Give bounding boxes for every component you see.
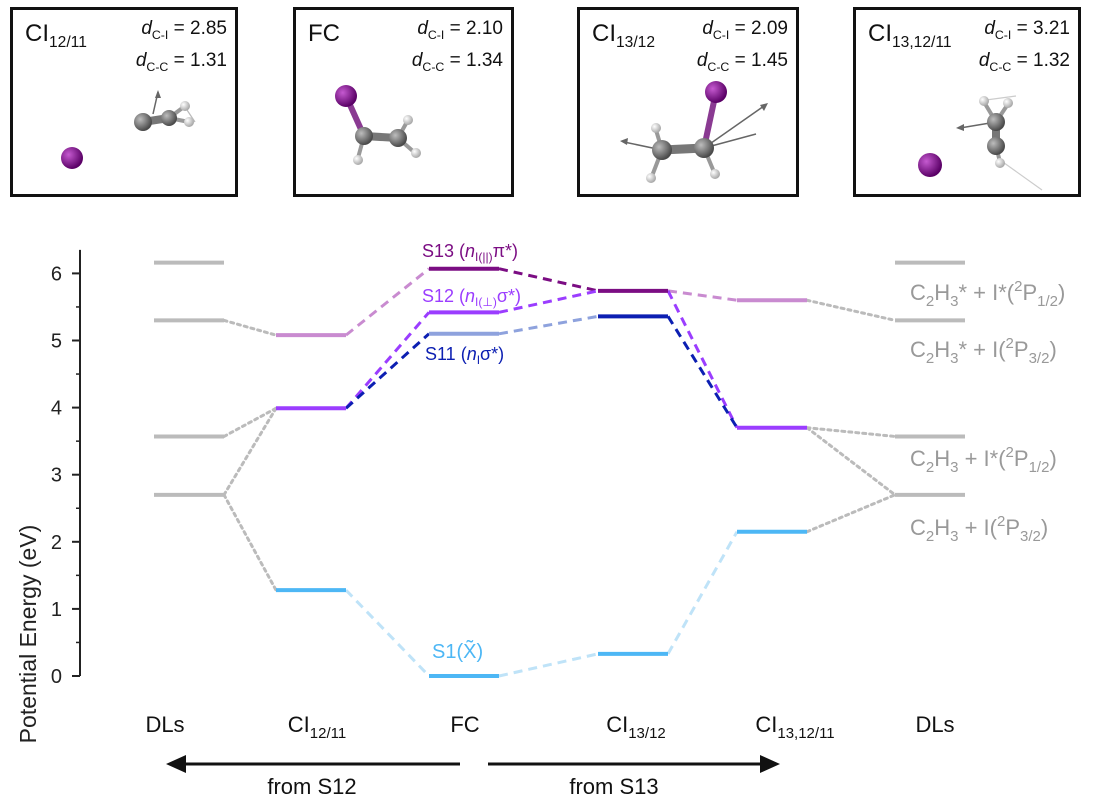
dl-label-c2h3star-istar: C2H3* + I*(2P1/2)	[910, 278, 1065, 310]
panel-distances: dC-I = 2.85 dC-C = 1.31	[135, 18, 227, 74]
panel-fc: FC dC-I = 2.10 dC-C = 1.34	[293, 7, 514, 197]
connection-line	[667, 289, 738, 302]
direction-arrows: from S12 from S13	[166, 755, 780, 799]
connection-line	[222, 318, 278, 337]
connection-line	[498, 289, 599, 314]
connection-line	[345, 267, 430, 337]
connection-line	[498, 652, 599, 678]
column-labels: DLs CI12/11 FC CI13/12 CI13,12/11 DLs	[145, 712, 954, 742]
panel-distances: dC-I = 2.10 dC-C = 1.34	[411, 18, 503, 74]
connection-line	[222, 406, 278, 497]
panel-distances: dC-I = 3.21 dC-C = 1.32	[978, 18, 1070, 74]
panel-ci-12-11: CI12/11 dC-I = 2.85 dC-C = 1.31	[10, 7, 238, 197]
arrow-left-head	[166, 755, 186, 773]
from-s13-label: from S13	[569, 774, 658, 799]
connection-line	[222, 406, 278, 438]
dl-label-c2h3-istar: C2H3 + I*(2P1/2)	[910, 444, 1057, 476]
connection-line	[344, 589, 431, 678]
panel-ci-13-12-11: CI13,12/11 dC-I = 3.21 dC-C = 1.32	[853, 7, 1081, 197]
connection-line	[805, 426, 897, 497]
y-tick-label: 0	[51, 666, 62, 688]
energy-levels	[154, 260, 965, 678]
molecule-structure	[620, 81, 768, 183]
y-tick-label: 4	[51, 398, 62, 420]
connection-line	[666, 290, 739, 429]
molecule-structure	[61, 90, 196, 169]
connection-line	[666, 530, 739, 655]
column-label-ci-12-11: CI12/11	[288, 712, 346, 742]
panel-ci-13-12: CI13/12 dC-I = 2.09 dC-C = 1.45	[577, 7, 799, 197]
molecule-structure	[335, 85, 421, 165]
panel-title: CI13,12/11	[868, 20, 952, 51]
connection-line	[344, 332, 431, 410]
connections	[222, 267, 897, 678]
label-s1: S1(X̃)	[432, 640, 483, 663]
connection-line	[805, 493, 897, 534]
connection-line	[344, 311, 431, 410]
y-tick-label: 6	[51, 263, 62, 285]
column-label-ci-13-12: CI13/12	[606, 712, 666, 742]
connection-line	[805, 298, 897, 322]
dl-label-c2h3star-i: C2H3* + I(2P3/2)	[910, 335, 1057, 367]
connection-line	[805, 426, 897, 438]
y-axis: 0 1 2 3 4 5 6	[51, 249, 81, 688]
label-s12: S12 (nI(⊥)σ*)	[422, 286, 521, 309]
panel-title: CI13/12	[592, 20, 656, 51]
label-s13: S13 (nI(||)π*)	[422, 241, 518, 264]
dl-label-c2h3-i: C2H3 + I(2P3/2)	[910, 513, 1048, 545]
column-label-fc: FC	[450, 712, 479, 737]
y-tick-label: 5	[51, 331, 62, 353]
y-tick-label: 2	[51, 532, 62, 554]
connection-line	[498, 267, 599, 293]
molecule-structure	[918, 95, 1043, 191]
column-label-dls-right: DLs	[915, 712, 954, 737]
y-tick-label: 1	[51, 599, 62, 621]
energy-diagram: 0 1 2 3 4 5 6 Potential Energy (eV) S13 (nI(||…	[15, 241, 1065, 799]
connection-line	[222, 493, 278, 592]
connection-line	[498, 314, 599, 336]
panel-distances: dC-I = 2.09 dC-C = 1.45	[696, 18, 788, 74]
y-tick-label: 3	[51, 465, 62, 487]
panel-title: CI12/11	[25, 20, 87, 51]
dissociation-labels: C2H3* + I*(2P1/2) C2H3* + I(2P3/2) C2H3 …	[910, 278, 1065, 545]
panel-title: FC	[308, 20, 340, 47]
arrow-right-head	[760, 755, 780, 773]
y-axis-label: Potential Energy (eV)	[15, 525, 41, 744]
column-label-dls-left: DLs	[145, 712, 184, 737]
column-label-ci-13-12-11: CI13,12/11	[755, 712, 834, 742]
connection-line	[666, 315, 739, 429]
from-s12-label: from S12	[267, 774, 356, 799]
label-s11: S11 (nIσ*)	[425, 344, 504, 367]
